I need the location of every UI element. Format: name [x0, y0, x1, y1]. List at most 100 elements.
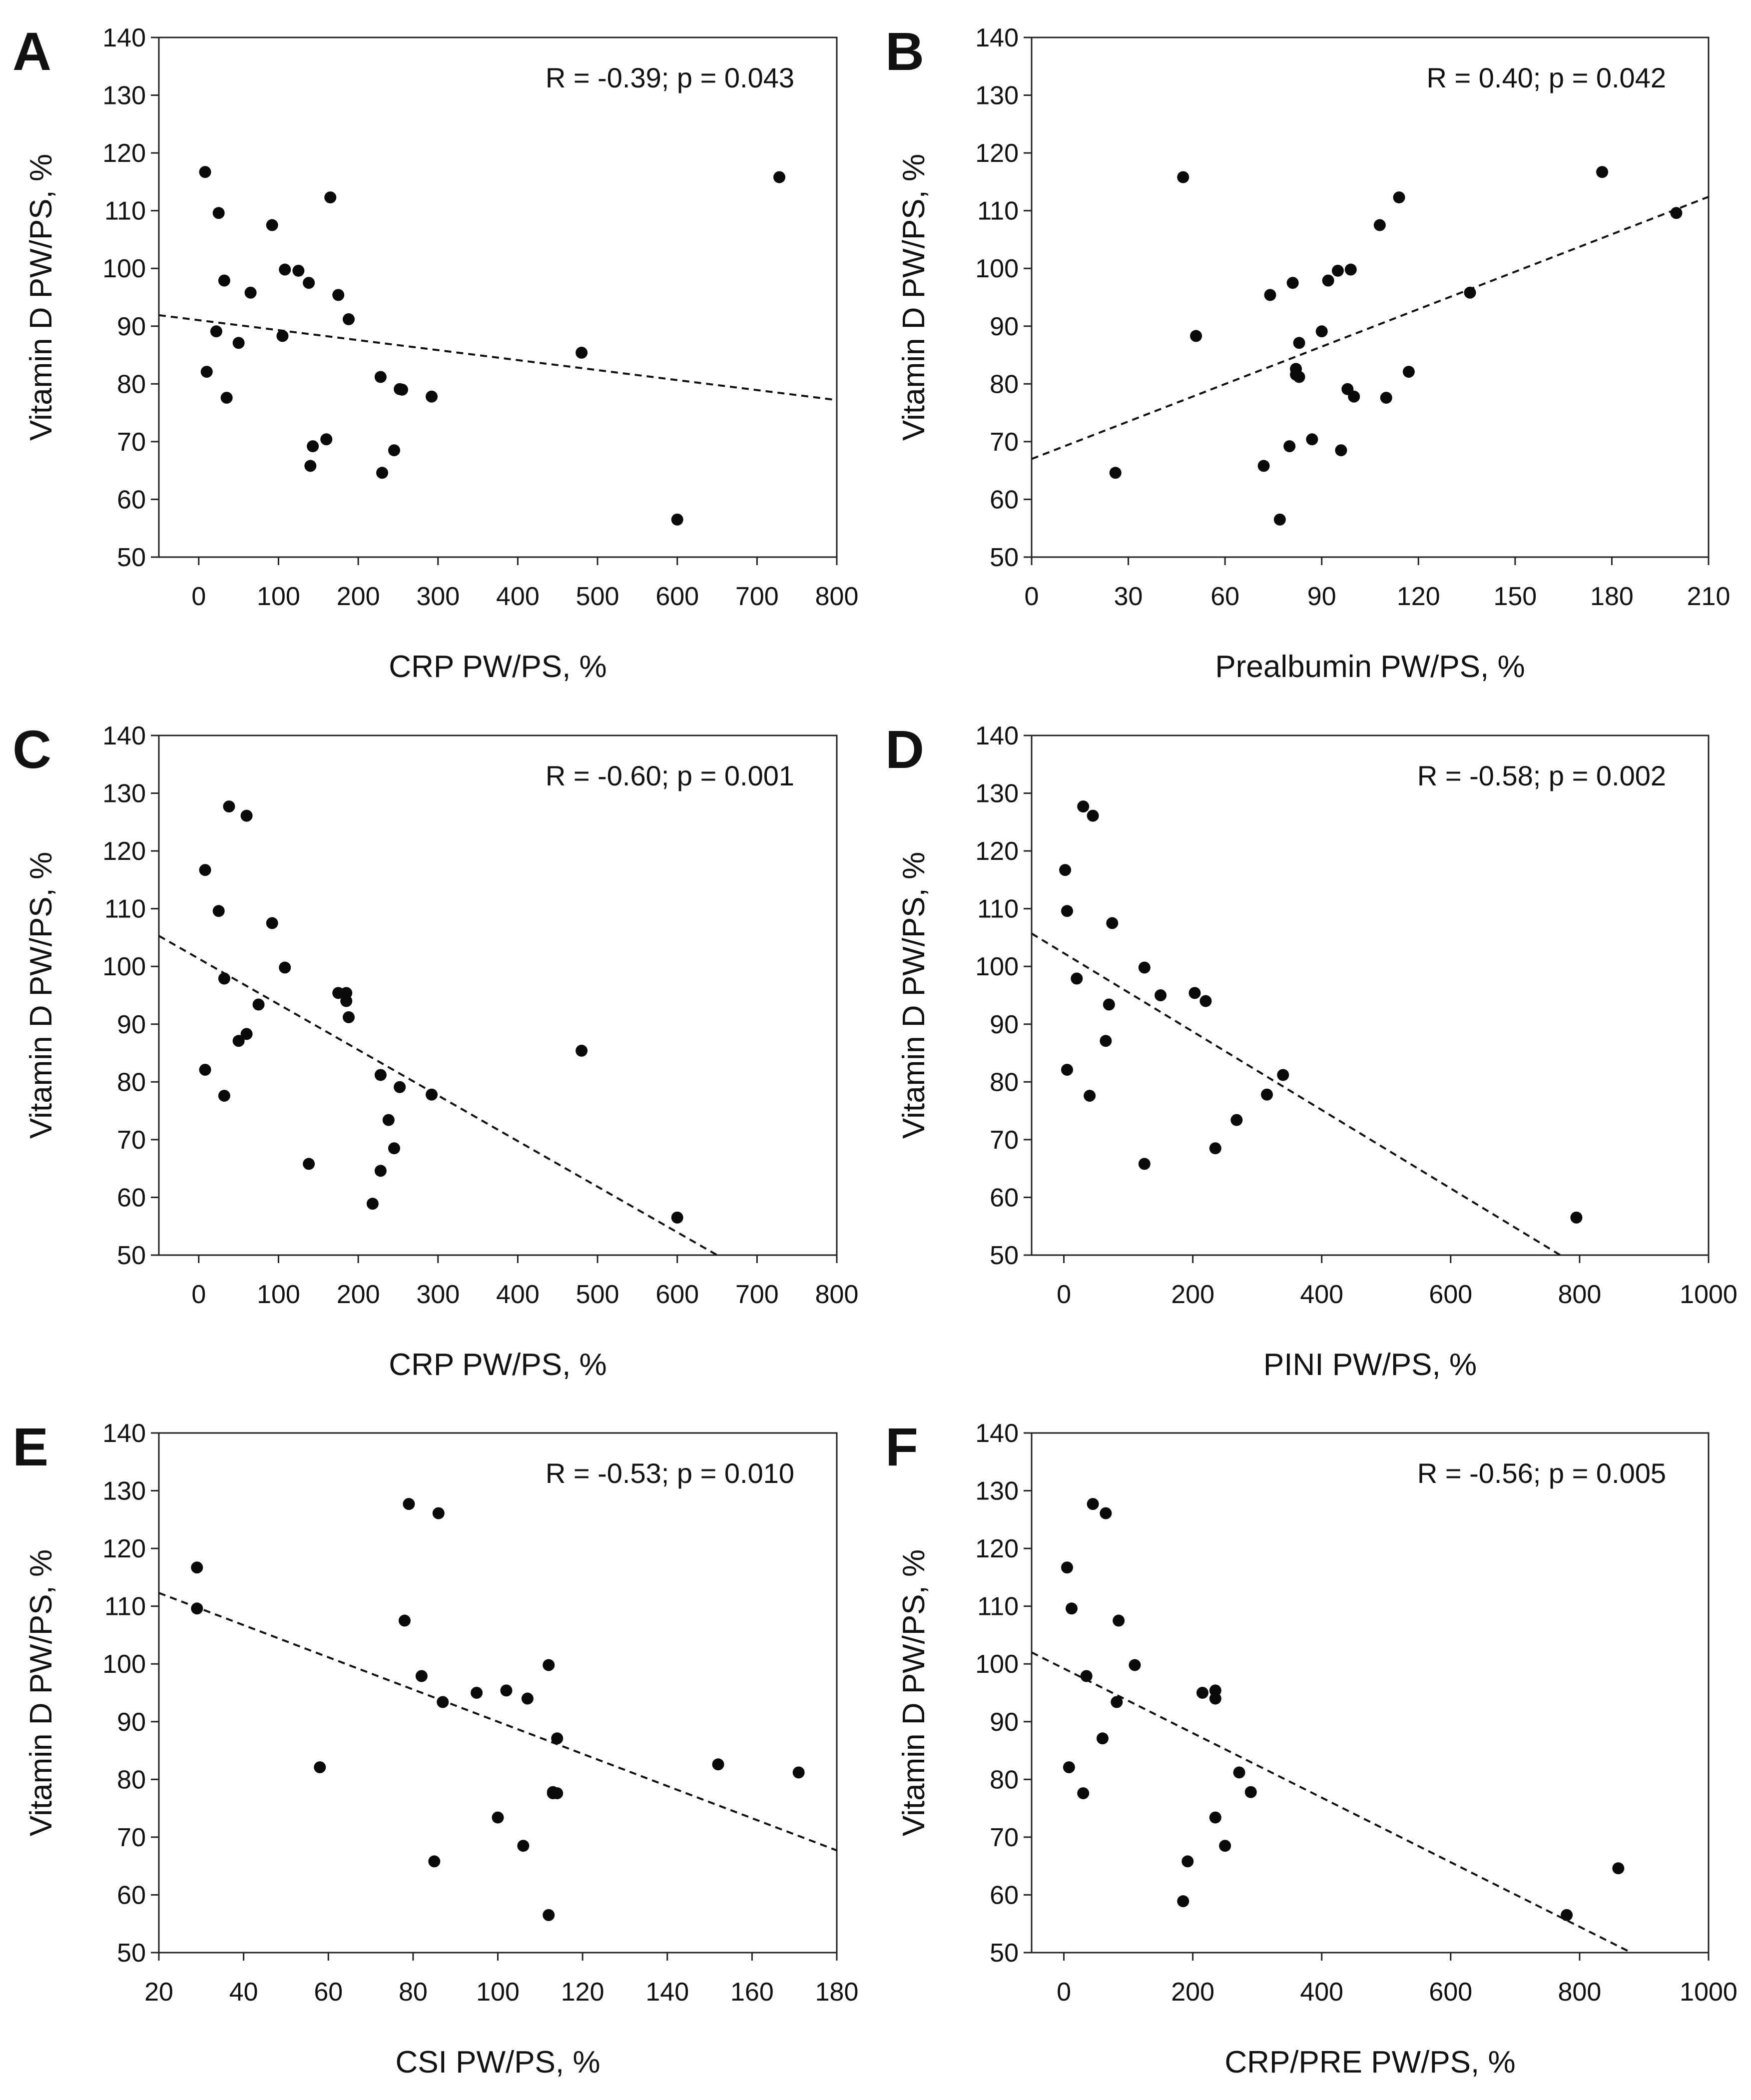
data-point	[223, 800, 235, 813]
x-axis-title-d: PINI PW/PS, %	[1263, 1348, 1477, 1382]
x-tick-label: 1000	[1680, 1280, 1738, 1309]
y-tick-label: 60	[117, 1881, 146, 1910]
plot-area-e	[158, 1432, 838, 1954]
y-axis-title-b: Vitamin D PW/PS, %	[897, 154, 931, 441]
y-tick-label: 140	[975, 23, 1019, 52]
y-tick-label: 130	[102, 779, 146, 808]
x-tick-label: 600	[655, 582, 699, 611]
data-point	[471, 1687, 483, 1699]
panel-letter-d: D	[885, 719, 924, 779]
x-tick-label: 500	[576, 582, 619, 611]
data-point	[1177, 1895, 1189, 1908]
data-point	[425, 390, 438, 403]
x-tick-label: 800	[815, 582, 859, 611]
data-point	[1380, 392, 1392, 404]
data-point	[1155, 989, 1167, 1001]
data-point	[432, 1507, 445, 1519]
data-point	[218, 274, 230, 287]
data-point	[240, 1028, 253, 1040]
y-tick-label: 60	[990, 1183, 1019, 1212]
y-tick-label: 100	[102, 952, 146, 981]
x-tick-label: 600	[1429, 1978, 1472, 2007]
y-tick-label: 130	[102, 1477, 146, 1506]
data-point	[425, 1088, 438, 1101]
data-point	[388, 1142, 400, 1155]
x-tick-label: 100	[257, 1280, 300, 1309]
stat-annotation-d: R = -0.58; p = 0.002	[1417, 760, 1666, 791]
data-point	[191, 1561, 203, 1574]
data-point	[320, 433, 333, 446]
data-point	[1277, 1069, 1289, 1081]
stat-annotation-b: R = 0.40; p = 0.042	[1427, 62, 1666, 93]
data-point	[240, 809, 253, 822]
data-point	[1335, 444, 1347, 457]
chart-panel-a: 50 60 70 80 90 100 110 120 130 140 0 100 200 300 400 50…	[12, 21, 858, 684]
data-point	[1096, 1732, 1109, 1745]
data-point	[551, 1732, 564, 1745]
data-point	[415, 1670, 428, 1682]
data-point	[276, 330, 289, 342]
data-point	[303, 277, 315, 289]
data-point	[199, 1064, 211, 1076]
trend-line-f	[1031, 1651, 1632, 1954]
x-tick-label: 700	[735, 582, 779, 611]
y-tick-label: 50	[990, 543, 1019, 572]
stat-annotation-f: R = -0.56; p = 0.005	[1417, 1457, 1666, 1489]
data-point	[1561, 1909, 1573, 1921]
data-point	[374, 371, 387, 383]
data-point	[1059, 864, 1072, 876]
y-tick-label: 100	[102, 254, 146, 283]
data-point	[1322, 274, 1334, 287]
x-tick-label: 20	[144, 1978, 173, 2007]
x-tick-label: 100	[257, 582, 300, 611]
y-tick-label: 60	[990, 485, 1019, 514]
y-tick-label: 90	[117, 1010, 146, 1039]
y-tick-label: 50	[990, 1939, 1019, 1968]
data-point	[1373, 219, 1386, 231]
data-point	[342, 1011, 355, 1023]
data-point	[1196, 1687, 1208, 1699]
data-point	[1393, 191, 1405, 204]
data-point	[376, 467, 389, 479]
stat-annotation-c: R = -0.60; p = 0.001	[546, 760, 794, 791]
x-tick-label: 300	[416, 582, 460, 611]
y-tick-label: 140	[102, 721, 146, 750]
y-tick-label: 90	[117, 1708, 146, 1737]
data-point	[332, 289, 345, 301]
data-point	[1293, 371, 1305, 383]
x-tick-label: 80	[399, 1978, 428, 2007]
data-point	[314, 1761, 326, 1774]
x-axis-title-f: CRP/PRE PW/PS, %	[1224, 2045, 1515, 2080]
y-tick-label: 100	[102, 1650, 146, 1679]
x-tick-label: 60	[314, 1978, 343, 2007]
y-tick-label: 110	[104, 895, 146, 924]
data-point	[1061, 1561, 1073, 1574]
data-point	[244, 286, 257, 299]
chart-panel-f: 50 60 70 80 90 100 110 120 130 140 0 200 400 600 800 10…	[885, 1416, 1738, 2080]
data-point	[1244, 1786, 1257, 1798]
data-point	[437, 1696, 449, 1708]
y-tick-label: 50	[117, 543, 146, 572]
data-point	[543, 1909, 555, 1921]
data-point	[342, 313, 355, 325]
y-tick-label: 130	[975, 81, 1019, 110]
data-point	[396, 383, 408, 396]
y-tick-label: 90	[117, 312, 146, 341]
data-point	[1087, 809, 1099, 822]
data-point	[382, 1114, 395, 1126]
trend-line-e	[158, 1592, 837, 1852]
x-tick-label: 400	[1300, 1978, 1343, 2007]
y-axis-title-c: Vitamin D PW/PS, %	[24, 852, 58, 1139]
data-point	[218, 972, 230, 985]
x-tick-label: 800	[1558, 1978, 1602, 2007]
data-point	[1315, 325, 1328, 338]
y-axis-title-e: Vitamin D PW/PS, %	[24, 1549, 58, 1836]
y-tick-label: 110	[104, 1592, 146, 1621]
y-tick-label: 80	[990, 1068, 1019, 1097]
x-tick-label: 150	[1493, 582, 1537, 611]
x-tick-label: 500	[576, 1280, 619, 1309]
data-point	[191, 1602, 203, 1615]
data-point	[279, 263, 291, 276]
data-point	[199, 864, 211, 876]
x-tick-label: 210	[1687, 582, 1731, 611]
